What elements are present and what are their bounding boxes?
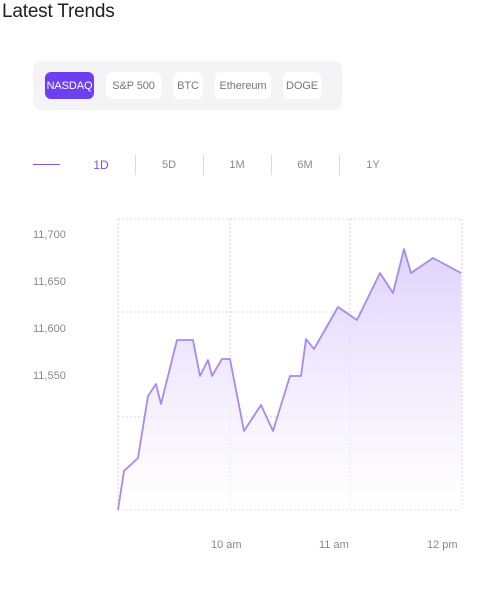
y-tick-label: 11,550 bbox=[33, 370, 66, 382]
ticker-btc[interactable]: BTC bbox=[173, 72, 203, 99]
active-range-indicator bbox=[33, 164, 60, 165]
y-tick-label: 11,650 bbox=[33, 276, 66, 288]
x-tick-label: 12 pm bbox=[427, 539, 458, 551]
y-tick-label: 11,600 bbox=[33, 323, 66, 335]
range-1d[interactable]: 1D bbox=[93, 158, 109, 172]
range-1y[interactable]: 1Y bbox=[366, 159, 380, 171]
range-5d[interactable]: 5D bbox=[161, 159, 177, 171]
price-area bbox=[118, 249, 462, 510]
ticker-sp500[interactable]: S&P 500 bbox=[106, 72, 161, 99]
time-range-selector: 1D 5D 1M 6M 1Y bbox=[0, 150, 478, 180]
x-tick-label: 10 am bbox=[211, 539, 242, 551]
range-divider bbox=[271, 155, 272, 175]
range-6m[interactable]: 6M bbox=[297, 159, 313, 171]
ticker-doge[interactable]: DOGE bbox=[283, 72, 321, 99]
range-1m[interactable]: 1M bbox=[229, 159, 245, 171]
ticker-selector: NASDAQ S&P 500 BTC Ethereum DOGE bbox=[33, 61, 342, 110]
range-divider bbox=[339, 155, 340, 175]
y-tick-label: 11,700 bbox=[33, 229, 66, 241]
price-line bbox=[117, 248, 462, 511]
ticker-ethereum[interactable]: Ethereum bbox=[215, 72, 271, 99]
ticker-nasdaq[interactable]: NASDAQ bbox=[45, 72, 94, 99]
page-title: Latest Trends bbox=[2, 1, 115, 22]
x-tick-label: 11 am bbox=[319, 539, 349, 551]
range-divider bbox=[135, 155, 136, 175]
range-divider bbox=[203, 155, 204, 175]
